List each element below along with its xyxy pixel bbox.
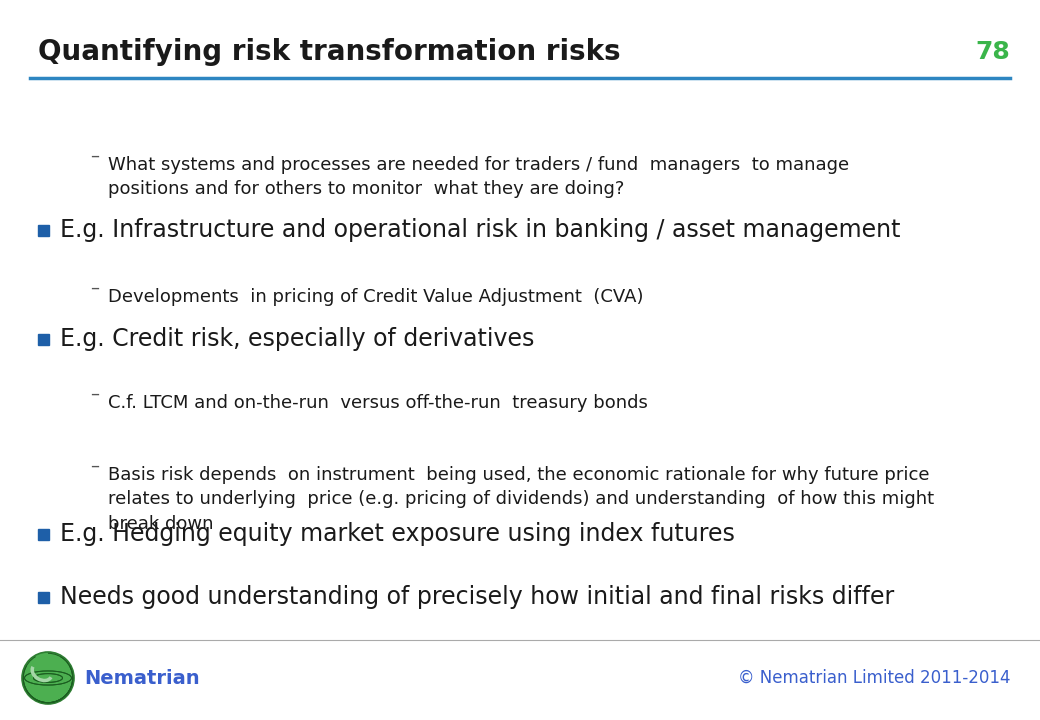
- Text: E.g. Hedging equity market exposure using index futures: E.g. Hedging equity market exposure usin…: [60, 522, 735, 546]
- Text: Nematrian: Nematrian: [84, 668, 200, 688]
- Bar: [38, 225, 49, 236]
- Text: Quantifying risk transformation risks: Quantifying risk transformation risks: [38, 38, 621, 66]
- Circle shape: [22, 652, 74, 704]
- Text: –: –: [90, 385, 99, 403]
- Text: What systems and processes are needed for traders / fund  managers  to manage
po: What systems and processes are needed fo…: [108, 156, 849, 198]
- Text: C.f. LTCM and on-the-run  versus off-the-run  treasury bonds: C.f. LTCM and on-the-run versus off-the-…: [108, 394, 648, 412]
- Text: –: –: [90, 457, 99, 475]
- Text: E.g. Infrastructure and operational risk in banking / asset management: E.g. Infrastructure and operational risk…: [60, 218, 901, 242]
- Text: –: –: [90, 279, 99, 297]
- Text: –: –: [90, 147, 99, 165]
- Text: © Nematrian Limited 2011-2014: © Nematrian Limited 2011-2014: [737, 669, 1010, 687]
- Text: Developments  in pricing of Credit Value Adjustment  (CVA): Developments in pricing of Credit Value …: [108, 288, 644, 306]
- Bar: [38, 529, 49, 540]
- Text: Needs good understanding of precisely how initial and final risks differ: Needs good understanding of precisely ho…: [60, 585, 894, 609]
- Text: 78: 78: [976, 40, 1010, 64]
- Bar: [38, 334, 49, 345]
- Text: E.g. Credit risk, especially of derivatives: E.g. Credit risk, especially of derivati…: [60, 327, 535, 351]
- Text: Basis risk depends  on instrument  being used, the economic rationale for why fu: Basis risk depends on instrument being u…: [108, 466, 934, 533]
- Bar: [38, 592, 49, 603]
